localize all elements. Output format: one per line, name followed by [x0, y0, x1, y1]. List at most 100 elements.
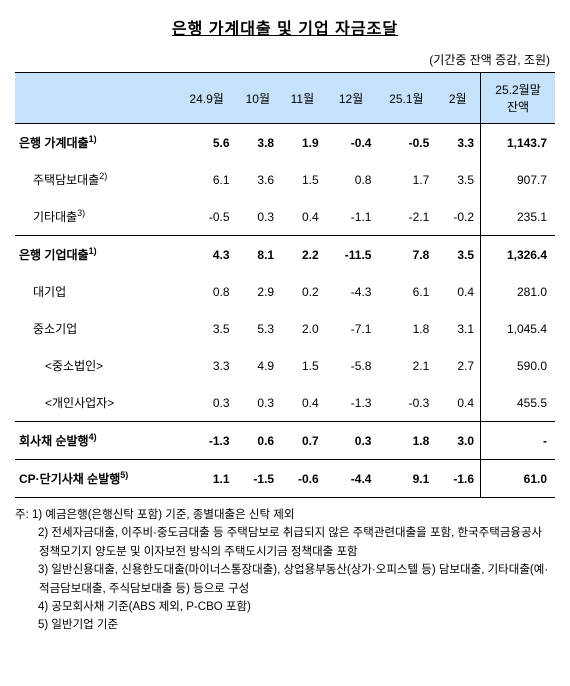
table-cell: -0.2: [435, 198, 480, 236]
table-cell: 3.3: [178, 347, 236, 384]
column-header: 24.9월: [178, 73, 236, 124]
table-cell: 0.7: [280, 422, 325, 460]
data-table: 24.9월10월11월12월25.1월2월25.2월말잔액 은행 가계대출1)5…: [15, 72, 555, 498]
row-label: <개인사업자>: [15, 384, 178, 422]
table-cell: -1.3: [178, 422, 236, 460]
table-cell: 2.1: [377, 347, 435, 384]
table-row: <중소법인>3.34.91.5-5.82.12.7590.0: [15, 347, 555, 384]
table-cell: 0.4: [435, 384, 480, 422]
unit-label: (기간중 잔액 증감, 조원): [15, 51, 555, 68]
table-cell: -1.5: [236, 460, 281, 498]
row-label: <중소법인>: [15, 347, 178, 384]
table-cell: 0.6: [236, 422, 281, 460]
table-cell: 1.1: [178, 460, 236, 498]
footnotes: 주: 1) 예금은행(은행신탁 포함) 기준, 종별대출은 신탁 제외 2) 전…: [15, 506, 555, 635]
table-row: 중소기업3.55.32.0-7.11.83.11,045.4: [15, 310, 555, 347]
column-header: 10월: [236, 73, 281, 124]
table-cell: 3.6: [236, 161, 281, 198]
table-cell: 0.3: [178, 384, 236, 422]
table-cell: -1.1: [325, 198, 378, 236]
column-header: 25.1월: [377, 73, 435, 124]
table-cell: 0.4: [435, 273, 480, 310]
row-label: 회사채 순발행4): [15, 422, 178, 460]
table-cell: 2.0: [280, 310, 325, 347]
table-cell: 1.5: [280, 161, 325, 198]
table-cell: -0.3: [377, 384, 435, 422]
table-cell: -0.5: [178, 198, 236, 236]
row-label: 은행 가계대출1): [15, 124, 178, 162]
table-cell: 0.4: [280, 198, 325, 236]
table-cell: 3.8: [236, 124, 281, 162]
row-label: CP·단기사채 순발행5): [15, 460, 178, 498]
table-cell: 455.5: [481, 384, 555, 422]
column-header: 25.2월말잔액: [481, 73, 555, 124]
table-cell: 1.5: [280, 347, 325, 384]
table-cell: 9.1: [377, 460, 435, 498]
table-row: CP·단기사채 순발행5)1.1-1.5-0.6-4.49.1-1.661.0: [15, 460, 555, 498]
table-cell: 907.7: [481, 161, 555, 198]
table-cell: 61.0: [481, 460, 555, 498]
table-body: 은행 가계대출1)5.63.81.9-0.4-0.53.31,143.7주택담보…: [15, 124, 555, 498]
column-header: 11월: [280, 73, 325, 124]
table-cell: 590.0: [481, 347, 555, 384]
table-cell: 3.5: [435, 236, 480, 274]
table-row: 은행 기업대출1)4.38.12.2-11.57.83.51,326.4: [15, 236, 555, 274]
table-cell: 1,326.4: [481, 236, 555, 274]
table-cell: -4.4: [325, 460, 378, 498]
table-cell: 0.2: [280, 273, 325, 310]
table-cell: 1.8: [377, 310, 435, 347]
footnote-line: 5) 일반기업 기준: [15, 616, 555, 634]
table-cell: 3.5: [435, 161, 480, 198]
table-cell: -11.5: [325, 236, 378, 274]
table-cell: -1.3: [325, 384, 378, 422]
column-header: 2월: [435, 73, 480, 124]
table-cell: 5.6: [178, 124, 236, 162]
table-cell: 0.3: [236, 198, 281, 236]
table-cell: 1,143.7: [481, 124, 555, 162]
table-cell: 235.1: [481, 198, 555, 236]
table-row: 대기업0.82.90.2-4.36.10.4281.0: [15, 273, 555, 310]
table-cell: 0.8: [325, 161, 378, 198]
table-cell: 1.7: [377, 161, 435, 198]
table-cell: 0.3: [325, 422, 378, 460]
table-row: 주택담보대출2)6.13.61.50.81.73.5907.7: [15, 161, 555, 198]
table-cell: 3.0: [435, 422, 480, 460]
column-header: 12월: [325, 73, 378, 124]
table-cell: -1.6: [435, 460, 480, 498]
table-cell: 0.3: [236, 384, 281, 422]
table-row: 기타대출3)-0.50.30.4-1.1-2.1-0.2235.1: [15, 198, 555, 236]
row-label: 대기업: [15, 273, 178, 310]
table-cell: 1.8: [377, 422, 435, 460]
table-cell: 3.5: [178, 310, 236, 347]
table-cell: 281.0: [481, 273, 555, 310]
table-cell: -4.3: [325, 273, 378, 310]
table-cell: -5.8: [325, 347, 378, 384]
table-cell: 6.1: [178, 161, 236, 198]
table-cell: 3.3: [435, 124, 480, 162]
header-row: 24.9월10월11월12월25.1월2월25.2월말잔액: [15, 73, 555, 124]
table-cell: -7.1: [325, 310, 378, 347]
table-cell: -0.5: [377, 124, 435, 162]
footnote-line: 3) 일반신용대출, 신용한도대출(마이너스통장대출), 상업용부동산(상가·오…: [15, 561, 555, 598]
footnote-line: 4) 공모회사채 기준(ABS 제외, P-CBO 포함): [15, 598, 555, 616]
table-cell: 2.2: [280, 236, 325, 274]
table-cell: 8.1: [236, 236, 281, 274]
table-cell: 1,045.4: [481, 310, 555, 347]
page-title: 은행 가계대출 및 기업 자금조달: [15, 15, 555, 39]
table-row: 은행 가계대출1)5.63.81.9-0.4-0.53.31,143.7: [15, 124, 555, 162]
footnote-line: 주: 1) 예금은행(은행신탁 포함) 기준, 종별대출은 신탁 제외: [15, 506, 555, 524]
table-cell: -0.6: [280, 460, 325, 498]
column-header: [15, 73, 178, 124]
row-label: 중소기업: [15, 310, 178, 347]
table-row: 회사채 순발행4)-1.30.60.70.31.83.0-: [15, 422, 555, 460]
table-cell: 2.7: [435, 347, 480, 384]
row-label: 기타대출3): [15, 198, 178, 236]
row-label: 은행 기업대출1): [15, 236, 178, 274]
table-cell: 0.8: [178, 273, 236, 310]
table-row: <개인사업자>0.30.30.4-1.3-0.30.4455.5: [15, 384, 555, 422]
table-cell: 3.1: [435, 310, 480, 347]
row-label: 주택담보대출2): [15, 161, 178, 198]
table-cell: 1.9: [280, 124, 325, 162]
table-cell: 0.4: [280, 384, 325, 422]
table-cell: -2.1: [377, 198, 435, 236]
